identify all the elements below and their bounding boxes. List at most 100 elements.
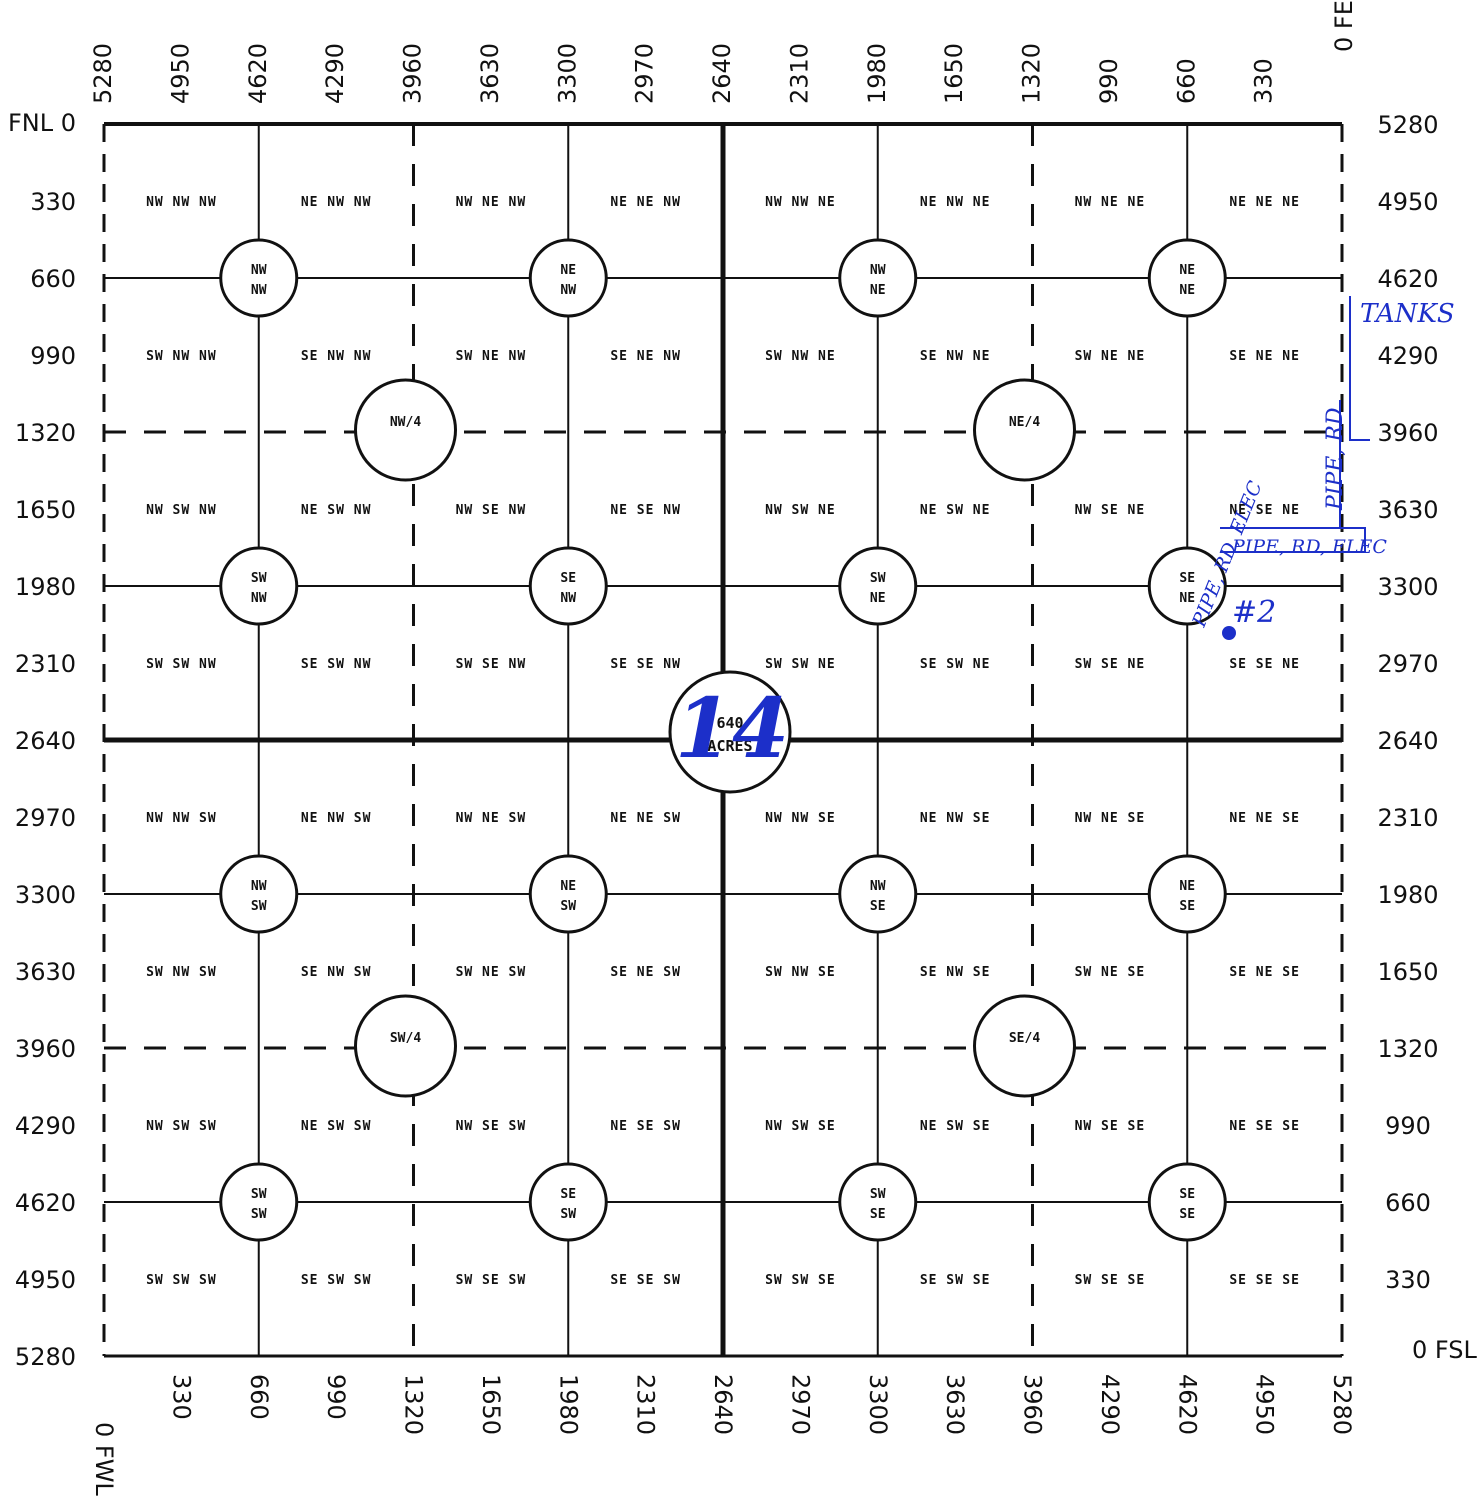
circle-label-bottom: SW <box>560 1207 576 1222</box>
quarter-circle: SW/4 <box>354 994 457 1098</box>
aliquot-label: SW NW NE <box>765 349 836 364</box>
circle-label-top: NE <box>560 263 576 278</box>
right-scale-label: 5280 <box>1377 111 1438 139</box>
section-number: 14 <box>675 681 789 777</box>
left-scale-label: 4290 <box>15 1112 76 1140</box>
aliquot-label: SW NW SE <box>765 965 836 980</box>
circle-label-top: SE <box>1179 571 1195 586</box>
fsl-corner-label: 0 FSL <box>1412 1336 1478 1364</box>
left-scale-label: 1320 <box>15 419 76 447</box>
sixteenth-circle: NW NE <box>838 238 918 318</box>
aliquot-label: SE NE SW <box>610 965 681 980</box>
sixteenth-circle: NW NW <box>219 238 299 318</box>
circle-label-top: SE <box>560 1187 576 1202</box>
aliquot-label: NW NW NW <box>146 195 217 210</box>
sixteenth-circle: NE NE <box>1147 238 1227 318</box>
left-scale-label: 5280 <box>15 1343 76 1371</box>
aliquot-label: SW SW SE <box>765 1273 836 1288</box>
circle-label-top: SW <box>251 1187 267 1202</box>
circle-label-top: SE <box>1179 1187 1195 1202</box>
sixteenth-circle: SW SW <box>219 1162 299 1242</box>
bottom-scale-label: 1650 <box>477 1374 505 1435</box>
left-scale-label: 2970 <box>15 804 76 832</box>
sixteenth-circle: NW SW <box>219 854 299 934</box>
bottom-scale-label: 660 <box>245 1374 273 1420</box>
circle-label-bottom: SE <box>1179 1207 1195 1222</box>
aliquot-label: NE NE SE <box>1229 811 1300 826</box>
sixteenth-circle: SE NE <box>1147 546 1227 626</box>
bottom-scale-label: 330 <box>167 1374 195 1420</box>
circle-label-bottom: NE <box>1179 283 1195 298</box>
aliquot-label: NE SW NE <box>920 503 991 518</box>
sixteenth-circles: NWNWNENWNWNENENESWNWSENWSWNESENENWSWNESW… <box>219 238 1227 1242</box>
tanks-bracket <box>1349 296 1370 441</box>
right-scale-label: 990 <box>1385 1112 1431 1140</box>
left-scale-label: 330 <box>30 188 76 216</box>
quarter-circle: NE/4 <box>973 378 1076 482</box>
top-scale-label: 4620 <box>244 43 272 104</box>
circle-label-bottom: SE <box>1179 899 1195 914</box>
bottom-scale-label: 2640 <box>709 1374 737 1435</box>
sixteenth-circle: NE SE <box>1147 854 1227 934</box>
aliquot-label: SE SE SE <box>1229 1273 1300 1288</box>
aliquot-label: SE NE NE <box>1229 349 1300 364</box>
circle-label-bottom: NE <box>1179 591 1195 606</box>
aliquot-label: NW NE SW <box>456 811 527 826</box>
bottom-scale-label: 2310 <box>632 1374 660 1435</box>
left-scale-label: 4950 <box>15 1266 76 1294</box>
circle-label-top: NW <box>251 263 267 278</box>
well-marker <box>1222 626 1236 640</box>
circle-label-top: NW <box>870 263 886 278</box>
aliquot-label: SW SW SW <box>146 1273 217 1288</box>
aliquot-label: NE SE NE <box>1229 503 1300 518</box>
sixteenth-circle: SE SW <box>528 1162 608 1242</box>
center-line1: 640 <box>716 714 743 732</box>
bottom-scale-label: 5280 <box>1328 1374 1356 1435</box>
top-scale-label: 3960 <box>399 43 427 104</box>
footage-scales: 5280 4950 4620 4290 3960 3630 3300 2970 2640 2310… <box>15 43 1439 1435</box>
quarter-label: NW/4 <box>390 415 421 430</box>
aliquot-label: SE NW NE <box>920 349 991 364</box>
sixteenth-circle: NE NW <box>528 238 608 318</box>
aliquot-labels: NW NW NW NE NW NW NW NE NW NE NE NW NW NW NE… <box>146 195 1300 1288</box>
circle-label-bottom: NW <box>251 283 267 298</box>
aliquot-label: NE NW NE <box>920 195 991 210</box>
right-scale-label: 2640 <box>1377 727 1438 755</box>
circle-label-top: NW <box>870 879 886 894</box>
top-scale-label: 990 <box>1095 58 1123 104</box>
aliquot-label: SW NW NW <box>146 349 217 364</box>
bottom-scale-label: 4950 <box>1251 1374 1279 1435</box>
left-scale-label: 1650 <box>15 496 76 524</box>
bottom-scale-label: 3960 <box>1019 1374 1047 1435</box>
aliquot-label: NW SW SE <box>765 1119 836 1134</box>
aliquot-label: NE NW NW <box>301 195 372 210</box>
aliquot-label: NE SW SE <box>920 1119 991 1134</box>
grid-lines <box>102 122 1344 1358</box>
pipe-rd-annotation: PIPE, RD <box>1323 407 1348 511</box>
aliquot-label: NE SW NW <box>301 503 372 518</box>
top-scale-label: 3630 <box>476 43 504 104</box>
aliquot-label: SE NE NW <box>610 349 681 364</box>
aliquot-label: NW SE SE <box>1075 1119 1146 1134</box>
left-scale-label: 2640 <box>15 727 76 755</box>
aliquot-label: NE NE NE <box>1229 195 1300 210</box>
aliquot-label: NW NW SE <box>765 811 836 826</box>
tanks-annotation: TANKS <box>1360 299 1455 329</box>
aliquot-label: SW SE NE <box>1075 657 1146 672</box>
bottom-scale-label: 1320 <box>400 1374 428 1435</box>
circle-label-bottom: NE <box>870 283 886 298</box>
top-scale-label: 2310 <box>785 43 813 104</box>
aliquot-label: SE NW NW <box>301 349 372 364</box>
aliquot-label: SW SW NE <box>765 657 836 672</box>
aliquot-label: NW NW SW <box>146 811 217 826</box>
quarter-label: NE/4 <box>1009 415 1040 430</box>
aliquot-label: NW SE NW <box>456 503 527 518</box>
circle-label-bottom: SE <box>870 1207 886 1222</box>
top-scale-label: 330 <box>1250 58 1278 104</box>
bottom-scale-label: 2970 <box>786 1374 814 1435</box>
aliquot-label: SE NW SW <box>301 965 372 980</box>
sixteenth-circle: SE SE <box>1147 1162 1227 1242</box>
quarter-label: SE/4 <box>1009 1031 1040 1046</box>
circle-label-bottom: SW <box>251 1207 267 1222</box>
aliquot-label: SW NE SW <box>456 965 527 980</box>
